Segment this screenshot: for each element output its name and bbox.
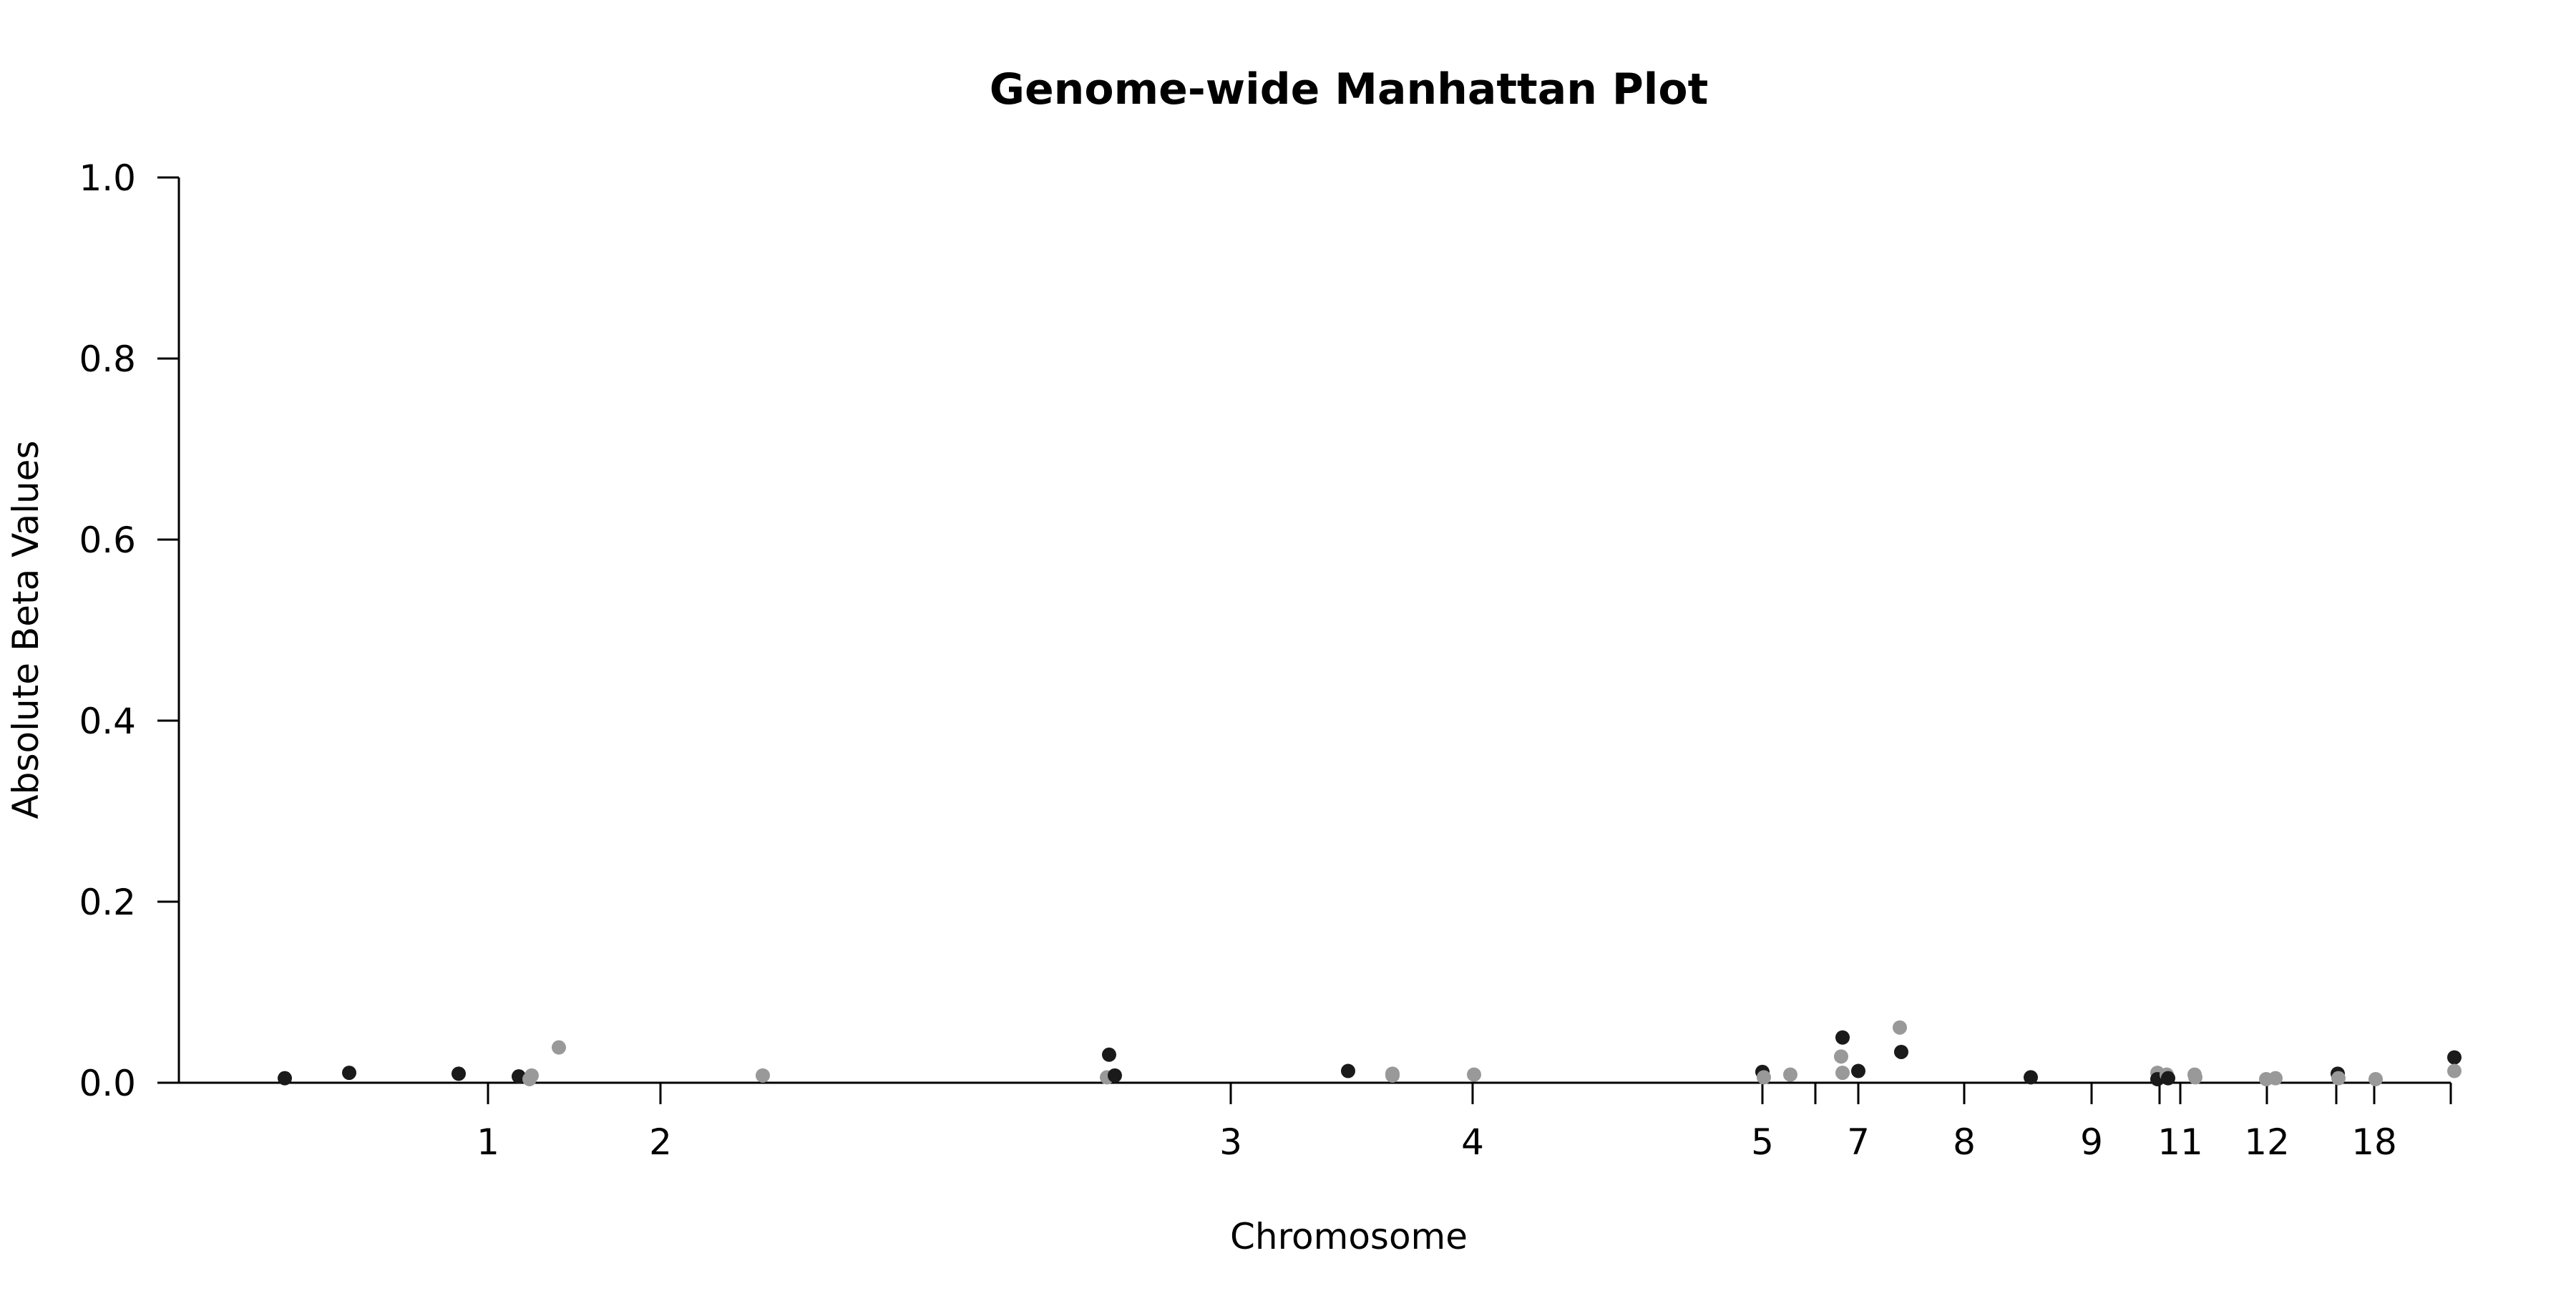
y-tick-label: 0.2: [79, 882, 136, 923]
data-point: [1757, 1070, 1771, 1085]
data-point: [1851, 1063, 1865, 1078]
x-tick-label: 2: [649, 1121, 672, 1163]
x-tick-label: 9: [2080, 1121, 2103, 1163]
x-tick-label: 11: [2157, 1121, 2203, 1163]
data-point: [512, 1069, 526, 1084]
x-tick-label: 3: [1219, 1121, 1242, 1163]
y-tick-label: 0.6: [79, 520, 136, 561]
data-point: [2268, 1071, 2283, 1086]
chart-title: Genome-wide Manhattan Plot: [990, 64, 1709, 115]
data-point: [756, 1068, 770, 1083]
data-point: [2024, 1070, 2038, 1085]
x-axis-label: Chromosome: [1230, 1216, 1468, 1257]
y-tick-label: 0.4: [79, 701, 136, 742]
data-point: [2161, 1071, 2175, 1086]
data-point: [452, 1066, 466, 1081]
data-point: [2368, 1071, 2383, 1086]
data-point: [1835, 1030, 1850, 1045]
x-tick-label: 5: [1751, 1121, 1774, 1163]
x-tick-label: 7: [1847, 1121, 1870, 1163]
data-point: [2447, 1063, 2462, 1078]
data-point: [1385, 1068, 1400, 1083]
data-point: [2188, 1070, 2202, 1085]
x-tick-label: 1: [477, 1121, 499, 1163]
x-axis-ticks: 1 2 3 4 5 7 8 9 11 12 18: [477, 1083, 2452, 1163]
data-points: [278, 1020, 2462, 1086]
data-point: [1467, 1067, 1481, 1082]
data-point: [2447, 1050, 2462, 1065]
x-tick-label: 12: [2244, 1121, 2290, 1163]
data-point: [1834, 1049, 1848, 1064]
data-point: [1893, 1020, 1907, 1035]
y-tick-label: 0.8: [79, 338, 136, 380]
x-tick-label: 8: [1953, 1121, 1976, 1163]
x-tick-label: 4: [1461, 1121, 1484, 1163]
x-tick-label: 18: [2351, 1121, 2397, 1163]
data-point: [552, 1040, 566, 1055]
y-tick-label: 1.0: [79, 157, 136, 199]
data-point: [522, 1071, 537, 1086]
data-point: [342, 1066, 356, 1081]
data-point: [1894, 1044, 1908, 1059]
y-axis-label: Absolute Beta Values: [5, 441, 47, 819]
y-axis-ticks: 0.0 0.2 0.4 0.6 0.8 1.0: [79, 157, 179, 1104]
data-point: [278, 1071, 292, 1086]
data-point: [1102, 1047, 1116, 1062]
data-point: [1835, 1066, 1850, 1081]
data-point: [1783, 1067, 1797, 1082]
data-point: [1108, 1068, 1122, 1083]
data-point: [1341, 1063, 1355, 1078]
y-tick-label: 0.0: [79, 1063, 136, 1104]
data-point: [2331, 1071, 2346, 1086]
